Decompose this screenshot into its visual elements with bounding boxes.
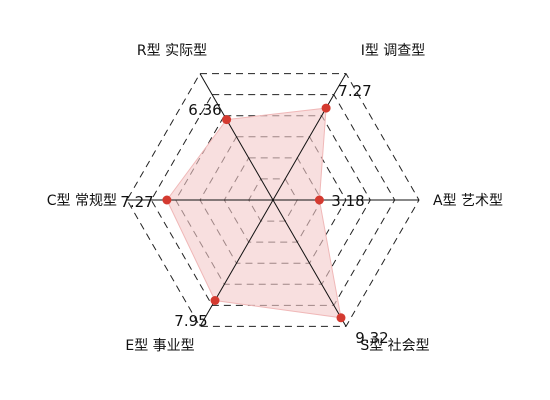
value-label-r: 6.36 [188,101,221,119]
axis-label-s: S型 社会型 [360,338,429,354]
axis-label-r: R型 实际型 [137,43,207,59]
radar-value-labels: 6.36 7.27 3.18 9.32 7.95 7.27 [120,82,388,347]
data-point-r [222,115,232,125]
axis-line-r [199,73,274,201]
data-point-i [321,103,331,113]
axis-label-e: E型 事业型 [125,338,194,354]
radar-data-points [162,103,346,323]
data-point-a [314,195,324,205]
value-label-i: 7.27 [338,82,371,100]
axis-line-s [272,199,347,327]
value-label-c: 7.27 [120,193,153,211]
axis-line-i [272,73,347,201]
data-point-s [336,313,346,323]
axis-label-a: A型 艺术型 [433,193,503,209]
value-label-s: 9.32 [355,329,388,347]
radar-axis-labels: R型 实际型 I型 调查型 A型 艺术型 S型 社会型 E型 事业型 C型 常规型 [47,43,503,354]
value-label-a: 3.18 [331,192,364,210]
axis-label-i: I型 调查型 [361,43,426,59]
data-point-e [210,296,220,305]
data-point-c [162,195,172,205]
axis-label-c: C型 常规型 [47,193,117,209]
axis-line-e [199,199,274,327]
radar-axes [127,73,419,327]
radar-data-area [166,107,342,319]
value-label-e: 7.95 [174,312,207,330]
data-area [166,107,342,319]
